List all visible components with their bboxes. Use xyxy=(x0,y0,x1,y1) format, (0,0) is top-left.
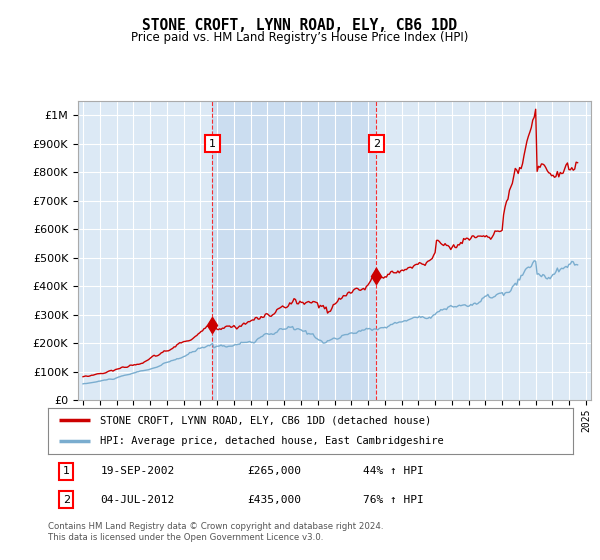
Text: 44% ↑ HPI: 44% ↑ HPI xyxy=(363,466,424,477)
Text: STONE CROFT, LYNN ROAD, ELY, CB6 1DD (detached house): STONE CROFT, LYNN ROAD, ELY, CB6 1DD (de… xyxy=(101,415,432,425)
Text: 04-JUL-2012: 04-JUL-2012 xyxy=(101,495,175,505)
Bar xyxy=(212,101,376,400)
Text: 2: 2 xyxy=(63,495,70,505)
Text: STONE CROFT, LYNN ROAD, ELY, CB6 1DD: STONE CROFT, LYNN ROAD, ELY, CB6 1DD xyxy=(143,18,458,33)
Text: HPI: Average price, detached house, East Cambridgeshire: HPI: Average price, detached house, East… xyxy=(101,436,444,446)
Text: 1: 1 xyxy=(63,466,70,477)
Text: £435,000: £435,000 xyxy=(248,495,302,505)
Text: 2: 2 xyxy=(373,139,380,148)
Text: £265,000: £265,000 xyxy=(248,466,302,477)
Text: Price paid vs. HM Land Registry’s House Price Index (HPI): Price paid vs. HM Land Registry’s House … xyxy=(131,31,469,44)
Text: 19-SEP-2002: 19-SEP-2002 xyxy=(101,466,175,477)
Text: This data is licensed under the Open Government Licence v3.0.: This data is licensed under the Open Gov… xyxy=(48,533,323,542)
Text: 76% ↑ HPI: 76% ↑ HPI xyxy=(363,495,424,505)
Text: 1: 1 xyxy=(209,139,216,148)
Text: Contains HM Land Registry data © Crown copyright and database right 2024.: Contains HM Land Registry data © Crown c… xyxy=(48,522,383,531)
